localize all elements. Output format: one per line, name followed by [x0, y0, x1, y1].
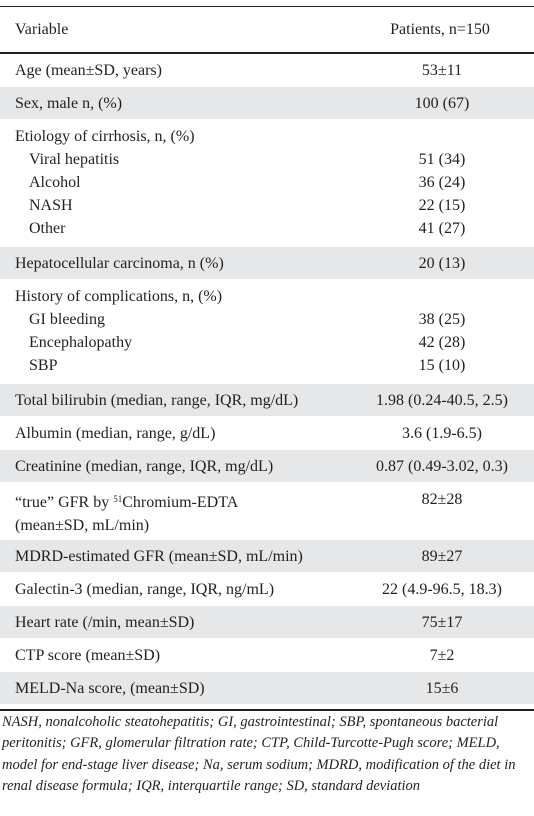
row-label: CTP score (mean±SD) [15, 647, 161, 664]
bottom-rule [0, 709, 534, 711]
row-value: 20 (13) [418, 255, 466, 272]
sub-value-encephalopathy: 42 (28) [418, 334, 466, 351]
table-row-sex: Sex, male n, (%) 100 (67) [0, 87, 534, 120]
row-value: 100 (67) [414, 95, 470, 112]
row-label: Total bilirubin (median, range, IQR, mg/… [15, 392, 299, 409]
sub-label-encephalopathy: Encephalopathy [29, 334, 133, 351]
table-row-galectin: Galectin-3 (median, range, IQR, ng/mL) 2… [0, 573, 534, 606]
sub-value-viral: 51 (34) [418, 151, 466, 168]
row-value: 1.98 (0.24-40.5, 2.5) [376, 392, 508, 409]
row-value: 53±11 [421, 62, 463, 79]
row-value: 82±28 [421, 491, 463, 508]
header-rule [0, 52, 534, 54]
table-row-albumin: Albumin (median, range, g/dL) 3.6 (1.9-6… [0, 417, 534, 450]
row-label-line2: (mean±SD, mL/min) [15, 517, 150, 534]
table-row-meld: MELD-Na score, (mean±SD) 15±6 [0, 672, 534, 705]
table-row-hcc: Hepatocellular carcinoma, n (%) 20 (13) [0, 247, 534, 280]
table-row-complications: History of complications, n, (%) GI blee… [0, 280, 534, 384]
row-value: 22 (4.9-96.5, 18.3) [382, 581, 502, 598]
row-value: 7±2 [429, 647, 455, 664]
row-label: History of complications, n, (%) [15, 288, 223, 305]
table-row-ctp: CTP score (mean±SD) 7±2 [0, 639, 534, 672]
sub-value-gi-bleeding: 38 (25) [418, 311, 466, 328]
sub-label-other: Other [29, 220, 66, 237]
table-row-heart-rate: Heart rate (/min, mean±SD) 75±17 [0, 606, 534, 639]
table-row-age: Age (mean±SD, years) 53±11 [0, 54, 534, 87]
table-row-etiology: Etiology of cirrhosis, n, (%) Viral hepa… [0, 120, 534, 247]
sub-label-nash: NASH [29, 197, 73, 214]
row-label: MDRD-estimated GFR (mean±SD, mL/min) [15, 548, 303, 565]
row-label: Creatinine (median, range, IQR, mg/dL) [15, 458, 274, 475]
row-label: Etiology of cirrhosis, n, (%) [15, 128, 195, 145]
row-label: Hepatocellular carcinoma, n (%) [15, 255, 224, 272]
row-value: 89±27 [421, 548, 463, 565]
sub-value-alcohol: 36 (24) [418, 174, 466, 191]
row-label: Galectin-3 (median, range, IQR, ng/mL) [15, 581, 275, 598]
table-footnote: NASH, nonalcoholic steatohepatitis; GI, … [2, 714, 516, 794]
sub-label-alcohol: Alcohol [29, 174, 81, 191]
row-label: Sex, male n, (%) [15, 95, 123, 112]
row-label: MELD-Na score, (mean±SD) [15, 680, 205, 697]
row-label: Albumin (median, range, g/dL) [15, 425, 216, 442]
table-row-true-gfr: “true” GFR by 51Chromium-EDTA (mean±SD, … [0, 483, 534, 540]
sub-label-viral: Viral hepatitis [29, 151, 120, 168]
sub-value-nash: 22 (15) [418, 197, 466, 214]
table-header: Variable Patients, n=150 [0, 8, 534, 52]
table-body: Age (mean±SD, years) 53±11 Sex, male n, … [0, 54, 534, 705]
row-value: 3.6 (1.9-6.5) [402, 425, 482, 442]
row-value: 15±6 [425, 680, 459, 697]
header-patients: Patients, n=150 [390, 21, 490, 38]
sub-value-other: 41 (27) [418, 220, 466, 237]
sub-label-gi-bleeding: GI bleeding [29, 311, 105, 328]
table-row-bilirubin: Total bilirubin (median, range, IQR, mg/… [0, 384, 534, 417]
table-row-creatinine: Creatinine (median, range, IQR, mg/dL) 0… [0, 450, 534, 483]
row-label: Age (mean±SD, years) [15, 62, 162, 79]
row-value: 75±17 [421, 614, 463, 631]
sub-value-sbp: 15 (10) [418, 357, 466, 374]
sub-label-sbp: SBP [29, 357, 58, 374]
row-value: 0.87 (0.49-3.02, 0.3) [376, 458, 508, 475]
table-row-mdrd: MDRD-estimated GFR (mean±SD, mL/min) 89±… [0, 540, 534, 573]
row-label: Heart rate (/min, mean±SD) [15, 614, 195, 631]
header-variable: Variable [15, 21, 69, 38]
top-rule [0, 6, 534, 7]
row-label: “true” GFR by 51Chromium-EDTA [15, 494, 239, 511]
